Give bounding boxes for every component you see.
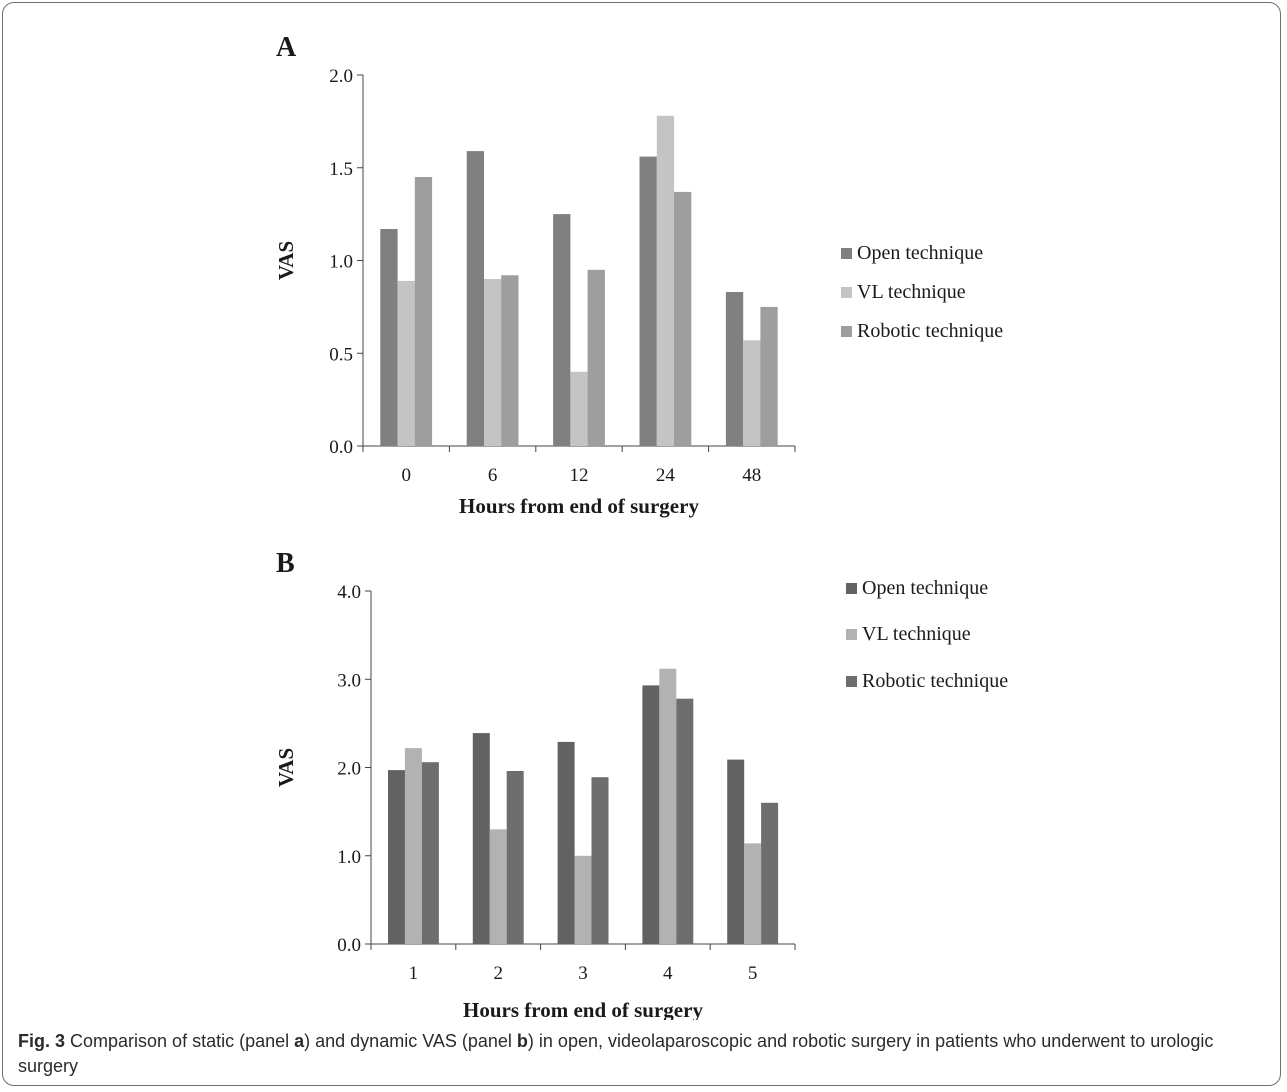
y-tick-label: 1.5 — [329, 159, 353, 180]
bar — [404, 748, 422, 944]
y-axis-title: VAS — [274, 241, 298, 280]
figure-caption: Fig. 3 Comparison of static (panel a) an… — [18, 1029, 1268, 1079]
legend-label: Open technique — [857, 242, 983, 264]
y-tick-label: 2.0 — [329, 66, 353, 87]
bar — [659, 668, 677, 944]
legend-label: Robotic technique — [857, 320, 1003, 342]
caption-text-1: Comparison of static (panel — [65, 1031, 295, 1051]
legend-swatch — [841, 287, 852, 298]
panel-label: A — [276, 32, 297, 63]
y-tick-label: 0.5 — [329, 344, 353, 365]
caption-text-3: ) in open, videolaparoscopic and robotic… — [18, 1031, 1214, 1076]
caption-panel-a: a — [294, 1031, 305, 1051]
legend-label: Open technique — [862, 577, 988, 599]
y-tick-label: 3.0 — [337, 670, 361, 691]
bar — [656, 115, 675, 447]
bar — [744, 843, 762, 944]
bar — [743, 340, 761, 446]
y-tick-label: 1.0 — [329, 252, 353, 273]
y-axis-title: VAS — [274, 748, 298, 787]
x-tick-label: 5 — [748, 963, 758, 984]
legend-swatch — [846, 629, 857, 640]
y-tick-label: 1.0 — [337, 847, 361, 868]
legend-label: Robotic technique — [862, 670, 1008, 692]
bar — [553, 214, 571, 446]
bar — [676, 698, 694, 944]
bar — [414, 177, 433, 446]
bar — [639, 156, 657, 446]
legend-label: VL technique — [857, 281, 966, 303]
bar — [591, 777, 609, 944]
bar — [489, 829, 507, 944]
bar — [761, 802, 779, 944]
bar — [557, 741, 575, 944]
chart-panel-a: A 0.0 0.5 1.0 1.5 2.0 0 6 12 24 48 Hours from end o… — [274, 32, 1003, 518]
y-tick-label: 4.0 — [337, 582, 361, 603]
bar — [421, 762, 439, 944]
bar — [725, 292, 744, 446]
y-tick-label: 2.0 — [337, 759, 361, 780]
legend-label: VL technique — [862, 623, 971, 645]
bar — [484, 279, 502, 446]
chart-panel-b: B 0.0 1.0 2.0 3.0 4.0 1 2 3 4 5 Hours from end of s… — [274, 548, 1008, 1020]
x-tick-label: 1 — [409, 963, 419, 984]
bar — [388, 770, 405, 944]
legend-swatch — [841, 326, 852, 337]
bar — [570, 371, 588, 446]
bar — [397, 280, 415, 446]
bar — [574, 855, 592, 945]
x-tick-label: 6 — [488, 465, 498, 486]
bar — [472, 733, 490, 944]
x-tick-label: 2 — [493, 963, 503, 984]
panel-label: B — [276, 548, 295, 579]
x-tick-label: 3 — [578, 963, 588, 984]
x-tick-label: 24 — [656, 465, 676, 486]
legend-swatch — [846, 583, 857, 594]
caption-panel-b: b — [516, 1031, 528, 1051]
x-tick-label: 0 — [401, 465, 411, 486]
bar — [380, 229, 398, 446]
bar — [674, 191, 692, 446]
caption-text-2: ) and dynamic VAS (panel — [304, 1031, 517, 1051]
bar — [760, 306, 778, 446]
bar — [466, 151, 484, 446]
x-tick-label: 4 — [663, 963, 673, 984]
x-axis-title: Hours from end of surgery — [459, 494, 699, 518]
bar — [727, 759, 745, 944]
bar — [587, 269, 605, 446]
y-tick-label: 0.0 — [329, 437, 353, 458]
x-tick-label: 12 — [570, 465, 589, 486]
caption-fig-label: Fig. 3 — [18, 1031, 66, 1051]
legend-swatch — [841, 248, 852, 259]
x-tick-label: 48 — [742, 465, 761, 486]
y-tick-label: 0.0 — [337, 935, 361, 956]
legend-swatch — [846, 676, 857, 687]
x-axis-title: Hours from end of surgery — [463, 998, 703, 1020]
bar — [642, 685, 660, 944]
bar — [501, 275, 519, 446]
bar — [506, 771, 524, 944]
